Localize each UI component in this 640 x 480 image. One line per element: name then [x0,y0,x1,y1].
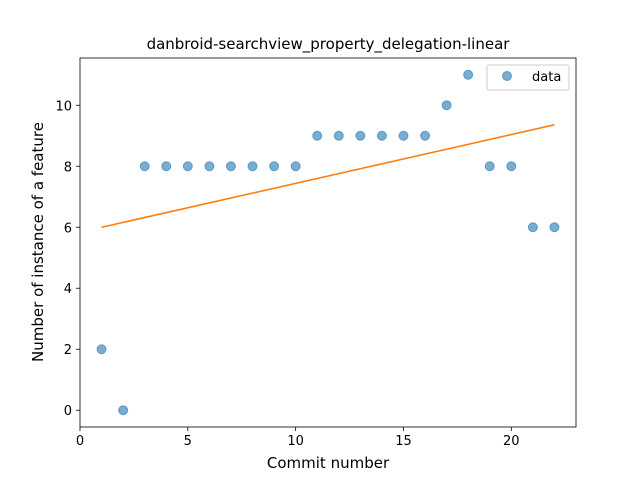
y-tick-label: 2 [64,343,72,358]
trend-line [101,124,555,229]
x-tick-label: 20 [503,434,520,449]
data-point [247,161,258,172]
y-tick-label: 10 [55,99,72,114]
y-tick-label: 0 [64,404,72,419]
trend-line-layer [101,124,555,229]
data-point [398,130,409,141]
x-tick-label: 5 [184,434,192,449]
plot-background [80,58,576,427]
x-axis-label: Commit number [267,454,390,472]
y-tick-label: 8 [64,160,72,175]
y-tick-label: 4 [64,282,72,297]
legend: data [486,64,570,91]
legend-label-data: data [532,70,561,85]
data-point [290,161,301,172]
y-axis: 0 2 4 6 8 10 [55,99,80,419]
data-point [527,222,538,233]
data-point [484,161,495,172]
data-point [463,69,474,80]
x-axis: 0 5 10 15 20 [76,427,520,449]
data-point [333,130,344,141]
data-point [269,161,280,172]
data-point [506,161,517,172]
x-tick-label: 10 [287,434,304,449]
data-point [312,130,323,141]
data-point [139,161,150,172]
data-point [376,130,387,141]
x-tick-label: 15 [395,434,412,449]
data-point [355,130,366,141]
y-axis-label: Number of instance of a feature [29,122,47,362]
chart-title: danbroid-searchview_property_delegation-… [147,35,511,54]
data-point [118,405,129,416]
data-point [161,161,172,172]
data-point [225,161,236,172]
x-tick-label: 0 [76,434,84,449]
data-point [549,222,560,233]
data-points-layer [96,69,560,416]
data-point [182,161,193,172]
plot-frame [79,57,577,428]
data-point [420,130,431,141]
plot-area [79,57,577,428]
data-point [204,161,215,172]
data-point [441,100,452,111]
data-point [96,344,107,355]
legend-marker-data [502,71,512,81]
y-tick-label: 6 [64,221,72,236]
